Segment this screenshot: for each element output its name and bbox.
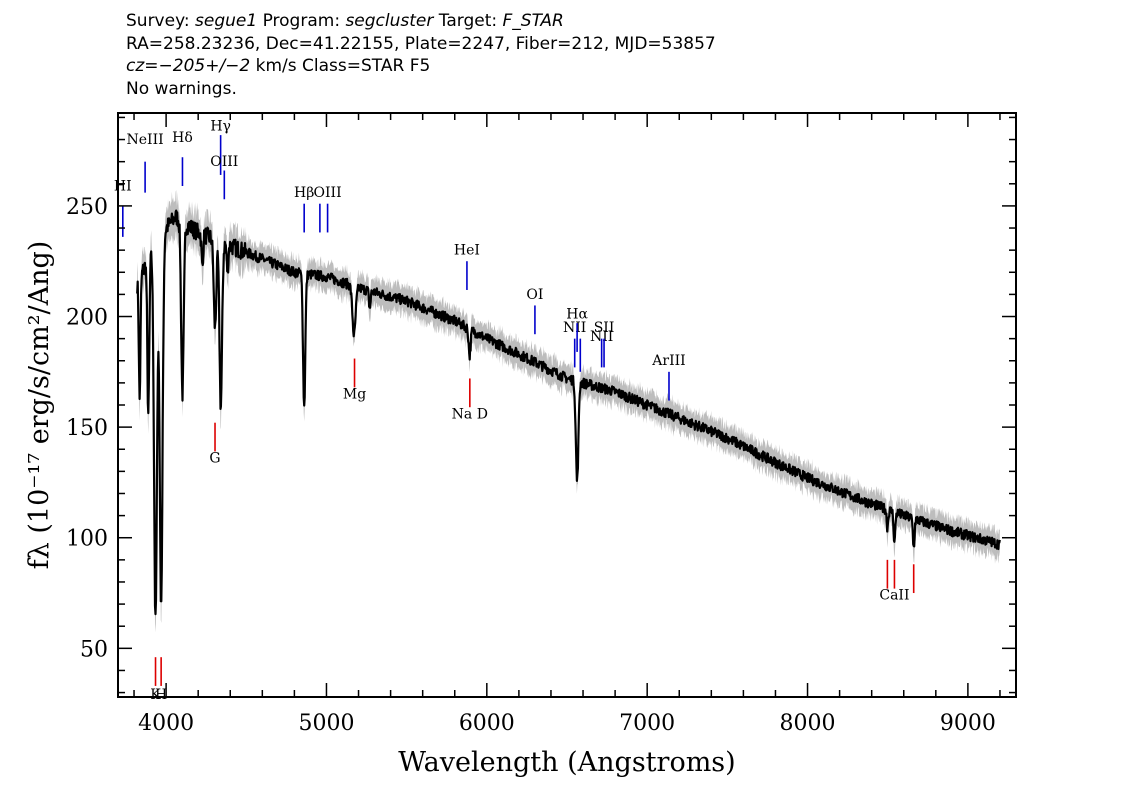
y-axis-title: fλ (10⁻¹⁷ erg/s/cm²/Ang) xyxy=(24,241,55,570)
emission-line-label: NII xyxy=(590,329,613,345)
x-tick-label: 9000 xyxy=(940,711,996,736)
y-tick-label: 50 xyxy=(80,637,108,662)
emission-line-label: NII xyxy=(563,320,586,336)
emission-line-label: Hδ xyxy=(172,130,193,146)
y-tick-label: 200 xyxy=(66,306,108,331)
y-tick-label: 150 xyxy=(66,416,108,441)
header-line-warnings: No warnings. xyxy=(126,78,237,99)
header-line-redshift: cz=−205+/−2 km/s Class=STAR F5 xyxy=(126,55,1026,78)
x-tick-label: 7000 xyxy=(619,711,675,736)
x-tick-label: 5000 xyxy=(298,711,354,736)
plot-frame xyxy=(117,112,1017,698)
class-text: km/s Class=STAR F5 xyxy=(250,56,431,76)
emission-line-label: OIII xyxy=(314,185,342,201)
x-tick-label: 8000 xyxy=(780,711,836,736)
spectrum-line xyxy=(136,209,1001,616)
emission-line-label: Hα xyxy=(566,307,588,323)
absorption-line-label: Na D xyxy=(452,406,488,422)
survey-label: Survey: xyxy=(126,11,196,31)
cz-label: cz= xyxy=(126,56,159,76)
cz-value: −205+/−2 xyxy=(158,56,251,76)
emission-line-label: OI xyxy=(526,287,543,303)
absorption-line-label: H xyxy=(155,687,167,703)
emission-line-label: Hβ xyxy=(294,185,314,201)
error-band-layer xyxy=(137,190,1000,633)
survey-value: segue1 xyxy=(195,11,258,31)
spectrum-header: Survey: segue1 Program: segcluster Targe… xyxy=(126,10,1026,100)
header-line-coordinates: RA=258.23236, Dec=41.22155, Plate=2247, … xyxy=(126,33,716,54)
emission-line-label: NeIII xyxy=(127,132,164,148)
x-axis-title: Wavelength (Angstroms) xyxy=(398,747,735,778)
emission-line-label: Hγ xyxy=(210,119,231,135)
spectrum-layer xyxy=(136,209,1001,616)
absorption-line-label: Mg xyxy=(343,386,366,402)
y-tick-label: 100 xyxy=(66,527,108,552)
program-value: segcluster xyxy=(345,11,434,31)
emission-line-label: HeI xyxy=(454,243,480,259)
target-value: F_STAR xyxy=(502,11,564,31)
header-line-survey: Survey: segue1 Program: segcluster Targe… xyxy=(126,10,1026,33)
error-band xyxy=(137,190,1000,633)
emission-line-label: SII xyxy=(594,320,615,336)
target-label: Target: xyxy=(433,11,503,31)
x-tick-label: 6000 xyxy=(459,711,515,736)
emission-line-label: HI xyxy=(114,178,132,194)
program-label: Program: xyxy=(257,11,346,31)
absorption-line-label: K xyxy=(150,687,161,703)
axes-layer: 4000 5000 6000 7000 8000 9000 50 100 150 200 250 xyxy=(66,112,1017,736)
emission-line-label: OIII xyxy=(210,154,238,170)
y-tick-label: 250 xyxy=(66,195,108,220)
x-tick-label: 4000 xyxy=(138,711,194,736)
absorption-line-label: CaII xyxy=(879,588,909,604)
absorption-line-label: G xyxy=(209,451,220,467)
emission-line-label: ArIII xyxy=(651,353,685,369)
